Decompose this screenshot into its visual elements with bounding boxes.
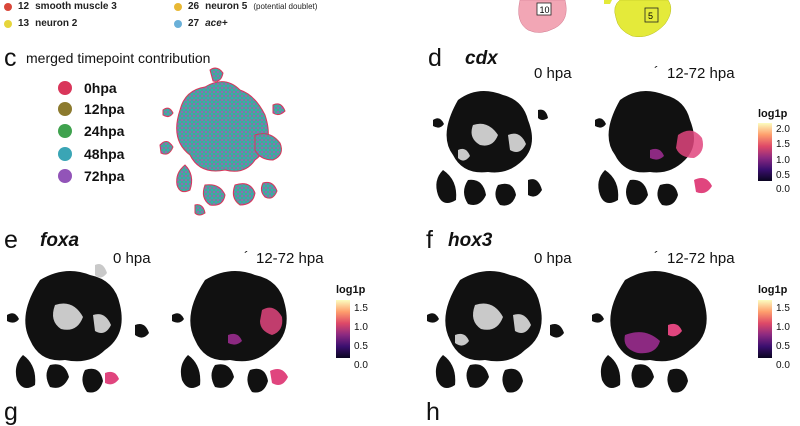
timepoint-dot xyxy=(58,81,72,95)
legend-label: neuron 2 xyxy=(35,18,78,29)
panel-letter-f: f xyxy=(426,226,433,254)
colorbar-f-tick: 0.5 xyxy=(776,341,790,352)
timepoint-dot xyxy=(58,147,72,161)
timepoint-label: 48hpa xyxy=(84,146,125,162)
colorbar-d-tick: 0.0 xyxy=(776,184,790,195)
cluster-10-label-box xyxy=(536,2,552,16)
timepoint-48hpa: 48hpa xyxy=(58,146,124,162)
prime-mark: ´ xyxy=(654,63,659,79)
legend-label: smooth muscle 3 xyxy=(35,1,117,12)
panel-d-left-label: 0 hpa xyxy=(534,65,572,82)
top-cluster-umap-fragment: 10 5 xyxy=(518,0,672,37)
colorbar-f-tick: 0.0 xyxy=(776,360,790,371)
panel-e-left-label: 0 hpa xyxy=(113,250,151,267)
expression-hotspot xyxy=(105,371,119,385)
panel-f-umap-12-72hpa xyxy=(592,271,707,393)
timepoint-label: 12hpa xyxy=(84,101,125,117)
panel-f-left-label: 0 hpa xyxy=(534,250,572,267)
timepoint-dot xyxy=(58,124,72,138)
prime-mark: ´ xyxy=(244,248,249,264)
timepoint-24hpa: 24hpa xyxy=(58,123,124,139)
legend-num: 27 xyxy=(188,18,200,29)
colorbar-f-tick: 1.0 xyxy=(776,322,790,333)
timepoint-12hpa: 12hpa xyxy=(58,101,124,117)
colorbar-e-title: log1p xyxy=(336,284,366,296)
cluster-5-label-box xyxy=(644,7,659,23)
legend-dot xyxy=(4,2,12,11)
legend-dot xyxy=(174,2,182,11)
legend-item-ace: 27 ace+ xyxy=(174,18,228,29)
expression-hotspot xyxy=(650,130,712,194)
legend-num: 26 xyxy=(188,1,200,12)
panel-e-umap-0hpa xyxy=(7,264,149,393)
panel-letter-c: c xyxy=(4,44,17,72)
colorbar-d-tick: 0.5 xyxy=(776,170,790,181)
legend-num: 12 xyxy=(18,1,30,12)
legend-note: (potential doublet) xyxy=(253,2,318,11)
legend-item-neuron-5: 26 neuron 5 (potential doublet) xyxy=(174,1,317,12)
colorbar-e-tick: 0.5 xyxy=(354,341,368,352)
cluster-10-label: 10 xyxy=(540,5,550,15)
colorbar-f-title: log1p xyxy=(758,284,788,296)
panel-d-gene: cdx xyxy=(465,48,498,69)
panel-letter-h: h xyxy=(426,398,440,426)
panel-e-umap-12-72hpa xyxy=(172,271,288,393)
legend-item-smooth-muscle-3: 12 smooth muscle 3 xyxy=(4,1,117,12)
prime-mark: ´ xyxy=(654,248,659,264)
legend-num: 13 xyxy=(18,18,30,29)
cluster-5-label: 5 xyxy=(648,11,653,21)
colorbar-f xyxy=(758,300,772,358)
panel-c-title: merged timepoint contribution xyxy=(26,50,211,66)
timepoint-dot xyxy=(58,169,72,183)
legend-label: neuron 5 xyxy=(205,1,248,12)
panel-e-gene: foxa xyxy=(40,230,80,251)
timepoint-label: 0hpa xyxy=(84,80,117,96)
panel-letter-e: e xyxy=(4,226,18,254)
colorbar-e-tick: 1.5 xyxy=(354,303,368,314)
panel-letter-d: d xyxy=(428,44,442,72)
colorbar-f-tick: 1.5 xyxy=(776,303,790,314)
colorbar-d-tick: 2.0 xyxy=(776,124,790,135)
panel-f-umap-0hpa xyxy=(427,271,564,393)
colorbar-d xyxy=(758,123,772,181)
expression-hotspot xyxy=(228,307,288,385)
cluster-5-blob xyxy=(614,0,672,37)
colorbar-e xyxy=(336,300,350,358)
small-yellow-fleck xyxy=(604,0,612,4)
timepoint-72hpa: 72hpa xyxy=(58,168,124,184)
merged-timepoint-umap xyxy=(159,67,286,216)
timepoint-0hpa: 0hpa xyxy=(58,80,117,96)
umap-main-mass xyxy=(159,67,286,216)
colorbar-d-tick: 1.5 xyxy=(776,139,790,150)
panel-letter-g: g xyxy=(4,398,18,426)
legend-item-neuron-2: 13 neuron 2 xyxy=(4,18,77,29)
timepoint-label: 72hpa xyxy=(84,168,125,184)
expression-hotspot xyxy=(624,323,682,354)
panel-d-right-label: 12-72 hpa xyxy=(667,65,735,82)
colorbar-e-tick: 1.0 xyxy=(354,322,368,333)
legend-dot xyxy=(4,19,12,28)
panel-d-umap-12-72hpa xyxy=(595,91,712,206)
legend-dot xyxy=(174,19,182,28)
timepoint-label: 24hpa xyxy=(84,123,125,139)
panel-d-umap-0hpa xyxy=(433,91,548,206)
colorbar-e-tick: 0.0 xyxy=(354,360,368,371)
colorbar-d-tick: 1.0 xyxy=(776,155,790,166)
legend-label: ace+ xyxy=(205,18,228,29)
timepoint-dot xyxy=(58,102,72,116)
panel-e-right-label: 12-72 hpa xyxy=(256,250,324,267)
colorbar-d-title: log1p xyxy=(758,108,788,120)
cluster-10-blob xyxy=(518,0,567,33)
panel-f-gene: hox3 xyxy=(448,230,493,251)
panel-f-right-label: 12-72 hpa xyxy=(667,250,735,267)
